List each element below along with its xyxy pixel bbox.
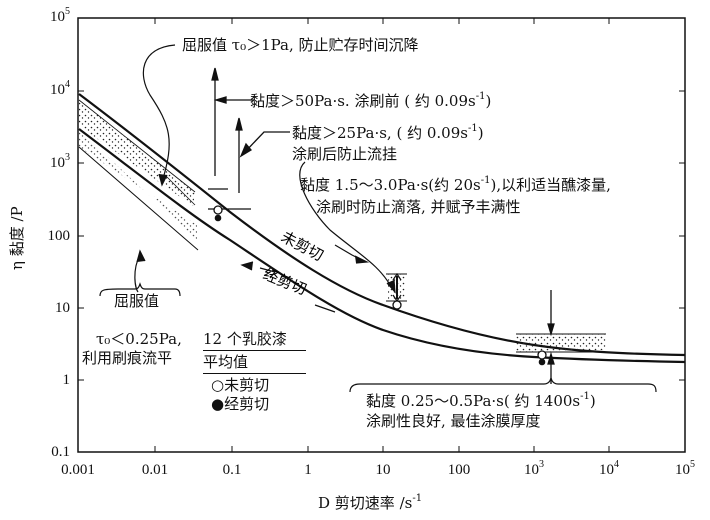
band-edge bbox=[78, 99, 196, 193]
annotation-visc-0.25-line2: 涂刷性良好, 最佳涂膜厚度 bbox=[366, 412, 541, 430]
x-tick-10: 10 bbox=[375, 462, 391, 478]
curve-sheared bbox=[78, 128, 686, 364]
requirement-arrows bbox=[211, 67, 555, 384]
x-tick-1: 1 bbox=[304, 462, 312, 478]
y-tick-1e5: 105 bbox=[50, 6, 70, 26]
annotation-yield-low-line1: τ₀＜0.25Pa, bbox=[96, 330, 182, 348]
legend-rule bbox=[203, 350, 306, 351]
legend: 12 个乳胶漆 平均值 ○未剪切 ●经剪切 bbox=[203, 330, 306, 414]
band-edge bbox=[78, 146, 199, 251]
annotation-visc-50: 黏度＞50Pa·s. 涂刷前 ( 约 0.09s-1) bbox=[250, 91, 492, 111]
y-ticks bbox=[78, 90, 685, 381]
legend-rule bbox=[203, 373, 306, 374]
annotation-visc-1.5: 黏度 1.5～3.0Pa·s(约 20s-1),以利适当醮漆量, bbox=[300, 175, 611, 195]
legend-title-line1: 12 个乳胶漆 bbox=[203, 330, 287, 348]
annotation-yield-low-title: 屈服值 bbox=[114, 292, 160, 310]
annotation-yield-low-line2: 利用刷痕流平 bbox=[82, 349, 173, 367]
legend-item-unsheared: ○未剪切 bbox=[211, 376, 270, 394]
y-tick-1: 1 bbox=[62, 372, 71, 388]
curve-label-sheared: 经剪切 bbox=[261, 265, 309, 299]
leader-lines bbox=[134, 44, 396, 313]
legend-item-sheared: ●经剪切 bbox=[211, 395, 270, 413]
annotation-yield-high: 屈服值 τ₀＞1Pa, 防止贮存时间沉降 bbox=[182, 36, 419, 54]
y-tick-1e3: 103 bbox=[50, 152, 70, 172]
plot-frame bbox=[77, 17, 686, 453]
y-axis-label: η 黏度 /P bbox=[8, 206, 26, 270]
y-tick-10: 10 bbox=[55, 300, 70, 316]
annotation-visc-1.5-line2: 涂刷时防止滴落, 并赋予丰满性 bbox=[316, 198, 521, 216]
brace-1400 bbox=[349, 377, 657, 393]
y-tick-1e4: 104 bbox=[50, 79, 70, 99]
y-tick-0.1: 0.1 bbox=[51, 444, 70, 460]
legend-title-line2: 平均值 bbox=[203, 353, 249, 371]
annotation-visc-25: 黏度＞25Pa·s, ( 约 0.09s-1) bbox=[292, 123, 484, 143]
yield-band-lower bbox=[79, 130, 197, 240]
x-tick-1e3: 103 bbox=[524, 459, 544, 479]
yield-band-upper bbox=[79, 100, 195, 206]
curve-label-unsheared: 未剪切 bbox=[278, 228, 326, 265]
x-tick-0.1: 0.1 bbox=[222, 462, 242, 478]
brace-low-yield bbox=[99, 282, 181, 297]
markers-sheared bbox=[214, 214, 546, 366]
x-tick-0.01: 0.01 bbox=[141, 462, 169, 478]
x-tick-100: 100 bbox=[447, 462, 471, 478]
x-ticks bbox=[154, 18, 610, 452]
x-tick-1e4: 104 bbox=[599, 459, 619, 479]
dot-region-1400s bbox=[516, 334, 606, 352]
band-edge bbox=[164, 174, 196, 206]
annotation-visc-25-line2: 涂刷后防止流挂 bbox=[292, 145, 398, 163]
x-tick-0.001: 0.001 bbox=[61, 462, 95, 478]
x-tick-1e5: 105 bbox=[675, 459, 695, 479]
annotation-visc-0.25: 黏度 0.25～0.5Pa·s( 约 1400s-1) bbox=[366, 391, 596, 411]
y-tick-100: 100 bbox=[47, 228, 71, 244]
x-axis-label: D 剪切速率 /s-1 bbox=[318, 493, 423, 513]
